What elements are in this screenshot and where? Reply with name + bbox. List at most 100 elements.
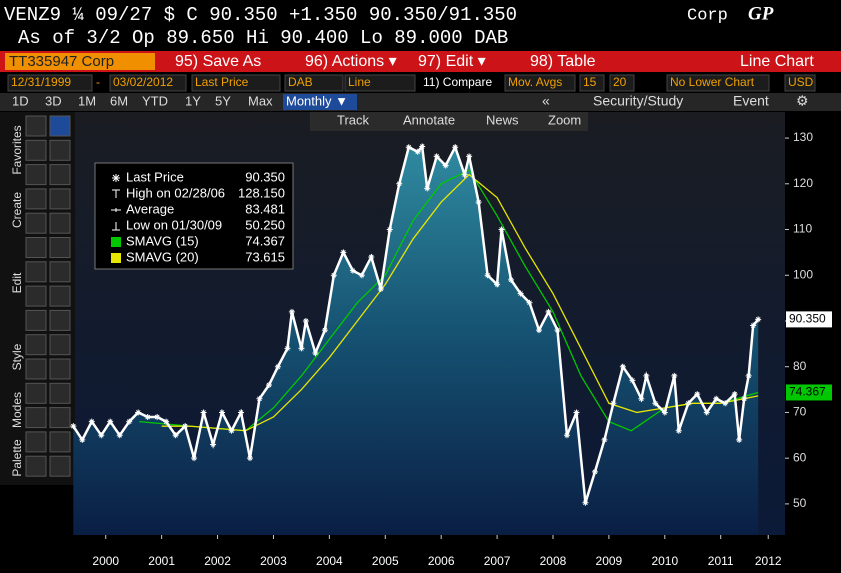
field-text[interactable]: USD <box>788 75 814 89</box>
tool-icon[interactable] <box>49 188 71 210</box>
period-button[interactable]: 1M <box>78 93 96 108</box>
point-marker <box>377 285 384 292</box>
period-button[interactable]: 5Y <box>215 93 231 108</box>
point-marker <box>652 400 659 407</box>
point-marker <box>191 455 198 462</box>
tool-icon[interactable] <box>49 358 71 380</box>
tool-icon[interactable] <box>49 431 71 453</box>
security-name[interactable]: TT335947 Corp <box>9 53 114 70</box>
point-marker <box>731 391 738 398</box>
field-box[interactable] <box>191 74 281 92</box>
tool-icon[interactable] <box>25 115 47 137</box>
sidebar-label: Edit <box>10 272 24 293</box>
field-text[interactable]: 11) Compare <box>423 75 492 89</box>
tool-icon[interactable] <box>49 237 71 258</box>
period-button[interactable]: 1Y <box>185 93 201 108</box>
point-marker <box>182 423 189 430</box>
chart-tool[interactable]: Annotate <box>403 112 455 127</box>
tool-icon[interactable] <box>49 285 71 307</box>
menu-item[interactable]: 95) Save As <box>175 53 261 70</box>
field-box[interactable] <box>344 74 416 92</box>
tool-icon[interactable] <box>25 455 47 477</box>
tool-icon[interactable] <box>25 431 47 453</box>
tool-icon[interactable] <box>25 212 47 234</box>
field-text[interactable]: 03/02/2012 <box>113 75 173 89</box>
tool-icon[interactable] <box>25 334 47 356</box>
tool-icon[interactable] <box>25 261 47 283</box>
field-box[interactable] <box>7 74 93 92</box>
field-box[interactable] <box>579 74 605 92</box>
y-tick-label: 80 <box>793 359 807 373</box>
tool-icon[interactable] <box>25 382 47 404</box>
period-button[interactable]: 1D <box>12 93 29 108</box>
tool-icon[interactable] <box>25 164 47 186</box>
field-text[interactable]: 12/31/1999 <box>11 75 71 89</box>
point-marker <box>154 414 161 421</box>
study-button[interactable]: Security/Study <box>593 93 683 109</box>
legend-box <box>94 162 294 270</box>
tool-icon[interactable] <box>25 237 47 258</box>
tool-icon[interactable] <box>49 261 71 283</box>
point-marker <box>126 418 133 425</box>
point-marker <box>210 441 217 448</box>
tool-icon[interactable] <box>49 309 71 331</box>
period-button[interactable]: 3D <box>45 93 62 108</box>
field-text[interactable]: Mov. Avgs <box>508 75 562 89</box>
field-box[interactable] <box>109 74 187 92</box>
tool-icon[interactable] <box>25 358 47 380</box>
menu-item[interactable]: 96) Actions ▾ <box>305 53 397 70</box>
field-box[interactable] <box>504 74 576 92</box>
point-marker <box>349 267 356 274</box>
tool-icon[interactable] <box>49 334 71 356</box>
field-box[interactable] <box>609 74 635 92</box>
collapse-button[interactable]: « <box>542 93 550 109</box>
point-marker <box>619 363 626 370</box>
tool-icon[interactable] <box>25 285 47 307</box>
period-button[interactable]: YTD <box>142 93 168 108</box>
frequency-button[interactable] <box>283 94 357 110</box>
security-field[interactable] <box>5 53 155 70</box>
tool-icon[interactable] <box>49 212 71 234</box>
field-box[interactable] <box>784 74 816 92</box>
tool-icon[interactable] <box>49 139 71 161</box>
sidebar-label: Favorites <box>10 125 24 174</box>
point-marker <box>135 409 142 416</box>
field-box[interactable] <box>284 74 344 92</box>
chart-tool[interactable]: Track <box>337 112 370 127</box>
legend-value: 50.250 <box>245 217 285 232</box>
tool-icon[interactable] <box>49 455 71 477</box>
tool-icon[interactable] <box>25 188 47 210</box>
field-text[interactable]: Line <box>348 75 371 89</box>
legend-label: Average <box>126 201 174 216</box>
event-button[interactable]: Event <box>733 93 769 109</box>
field-text[interactable]: No Lower Chart <box>670 75 755 89</box>
legend-value: 73.615 <box>245 249 285 264</box>
frequency-text[interactable]: Monthly ▼ <box>286 93 348 108</box>
field-box[interactable] <box>666 74 770 92</box>
point-marker <box>475 199 482 206</box>
tool-icon[interactable] <box>25 407 47 429</box>
period-button[interactable]: 6M <box>110 93 128 108</box>
settings-button[interactable]: ⚙ <box>796 93 809 109</box>
point-marker <box>144 414 151 421</box>
chart-tool[interactable]: Zoom <box>548 112 581 127</box>
menu-item[interactable]: 97) Edit ▾ <box>418 53 486 70</box>
x-tick-label: 2005 <box>372 554 399 568</box>
menu-item[interactable]: 98) Table <box>530 53 596 70</box>
field-text[interactable]: 20 <box>613 75 627 89</box>
tool-icon[interactable] <box>49 407 71 429</box>
field-text[interactable]: 15 <box>583 75 597 89</box>
tool-icon[interactable] <box>25 309 47 331</box>
field-text[interactable]: - <box>96 75 100 89</box>
tool-icon[interactable] <box>49 115 71 137</box>
point-marker <box>107 418 114 425</box>
field-text[interactable]: DAB <box>288 75 313 89</box>
point-marker <box>219 409 226 416</box>
tool-icon[interactable] <box>49 164 71 186</box>
tool-icon[interactable] <box>49 382 71 404</box>
period-button[interactable]: Max <box>248 93 273 108</box>
tool-icon[interactable] <box>25 139 47 161</box>
field-text[interactable]: Last Price <box>195 75 249 89</box>
point-marker <box>629 377 636 384</box>
chart-tool[interactable]: News <box>486 112 519 127</box>
